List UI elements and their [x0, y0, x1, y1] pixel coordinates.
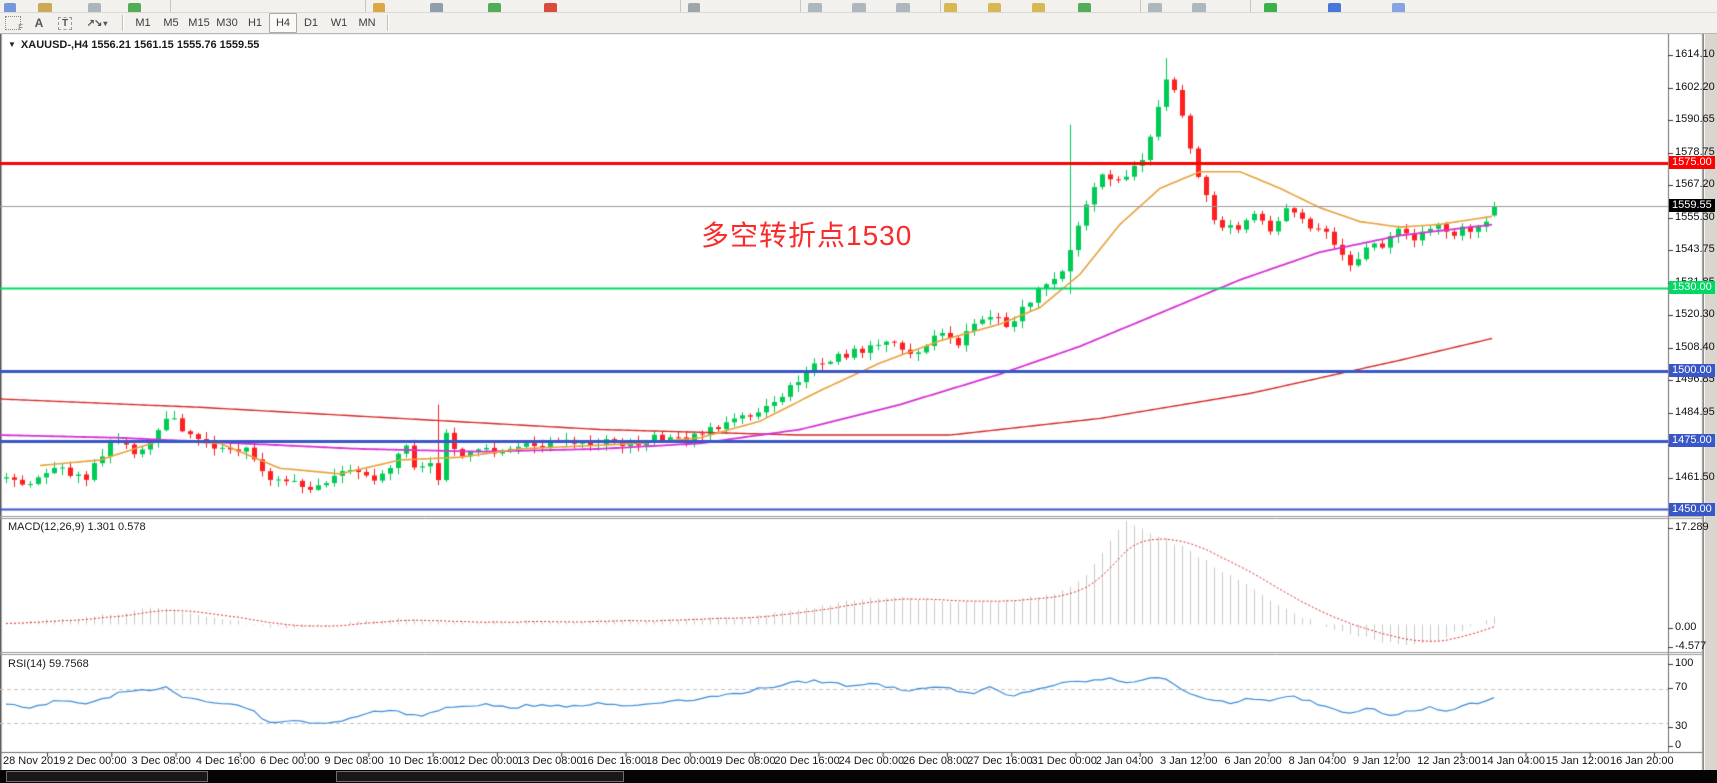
toolbar-icon[interactable] [4, 3, 16, 12]
toolbar-icon[interactable] [944, 3, 957, 12]
arrows-glyph: ↗↘ [86, 17, 103, 29]
toolbar-separator [1140, 0, 1141, 12]
toolbar-icon[interactable] [1328, 3, 1341, 12]
toolbar-icon[interactable] [1392, 3, 1405, 12]
timeframe-button-h1[interactable]: H1 [247, 17, 263, 29]
toolbar-top-row [0, 0, 1717, 13]
toolbar-icon[interactable] [896, 3, 910, 12]
toolbar-separator [365, 0, 366, 12]
arrow-objects-icon[interactable]: ↗↘ ▾ [78, 14, 116, 32]
bottom-taskbar-strip [0, 770, 1717, 783]
timeframe-button-m1[interactable]: M1 [135, 17, 151, 29]
timeframe-button-mn[interactable]: MN [358, 17, 376, 29]
toolbar-icon[interactable] [1192, 3, 1206, 12]
timeframe-button-d1[interactable]: D1 [303, 17, 319, 29]
timeframe-button-w1[interactable]: W1 [330, 17, 348, 29]
toolbar-icon[interactable] [1078, 3, 1091, 12]
timeframe-button-m5[interactable]: M5 [163, 17, 179, 29]
grid-box-glyph [5, 16, 21, 30]
timeframe-button-m15[interactable]: M15 [188, 17, 210, 29]
window-scroll-strip[interactable] [1703, 33, 1717, 770]
grid-template-icon[interactable]: F [0, 14, 26, 32]
taskbar-item[interactable] [6, 771, 208, 782]
toolbar-icon[interactable] [38, 3, 52, 12]
toolbar-icon[interactable] [988, 3, 1001, 12]
grid-f-glyph: F [18, 23, 23, 32]
toolbar-separator [122, 15, 123, 31]
toolbar-icon[interactable] [488, 3, 501, 12]
toolbar-icon[interactable] [1264, 3, 1277, 12]
toolbar-separator [170, 0, 171, 12]
taskbar-item[interactable] [336, 771, 624, 782]
label-tool-icon[interactable]: A [34, 16, 44, 30]
text-t-glyph: T [57, 16, 73, 30]
toolbar-icon[interactable] [544, 3, 557, 12]
toolbar-timeframe-row: F A T ↗↘ ▾ M1 M5 M15 M30 H1 H4 D1 W1 MN [0, 13, 1717, 34]
toolbar-icon[interactable] [1032, 3, 1045, 12]
toolbar-icon[interactable] [128, 3, 141, 12]
toolbar-icon[interactable] [373, 3, 385, 12]
toolbar-separator [800, 0, 801, 12]
timeframe-bar: M1 M5 M15 M30 H1 H4 D1 W1 MN [129, 13, 381, 33]
toolbar-icon[interactable] [852, 3, 866, 12]
toolbar-separator [940, 0, 941, 12]
toolbar-icon[interactable] [1148, 3, 1162, 12]
toolbar-icon[interactable] [808, 3, 822, 12]
chevron-down-icon: ▾ [103, 18, 108, 28]
timeframe-button-h4[interactable]: H4 [269, 13, 297, 33]
toolbar-separator [387, 15, 388, 31]
toolbar-icon[interactable] [430, 3, 443, 12]
toolbar-separator [1250, 0, 1251, 12]
toolbar-icon[interactable] [688, 3, 700, 12]
text-tool-icon[interactable]: T [52, 14, 78, 32]
toolbar-icon[interactable] [88, 3, 101, 12]
toolbar-separator [680, 0, 681, 12]
timeframe-button-m30[interactable]: M30 [216, 17, 238, 29]
